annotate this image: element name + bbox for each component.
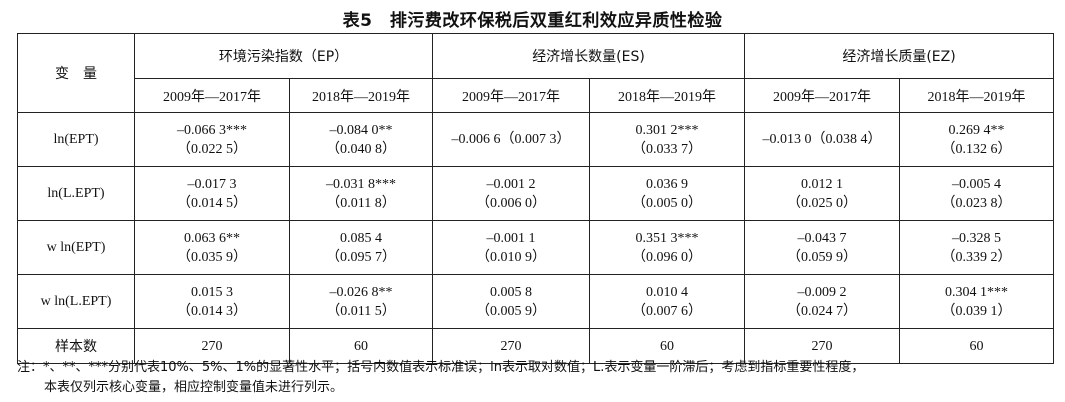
data-cell: 0.351 3*** （0.096 0） bbox=[589, 220, 746, 275]
period-header: 2009年—2017年 bbox=[432, 78, 591, 113]
table-note: 注：*、**、***分别代表10%、5%、1%的显著性水平；括号内数值表示标准误… bbox=[17, 358, 1057, 398]
coef-value: –0.006 6（0.007 3） bbox=[451, 132, 571, 147]
coef-value: –0.043 7 bbox=[797, 230, 847, 246]
std-error: （0.011 8） bbox=[326, 195, 396, 211]
group-header-es: 经济增长数量(ES) bbox=[432, 33, 746, 79]
std-error: （0.039 1） bbox=[941, 303, 1012, 319]
coef-value: 0.351 3*** bbox=[635, 230, 699, 246]
std-error: （0.011 5） bbox=[326, 303, 396, 319]
coef-value: –0.328 5 bbox=[952, 230, 1002, 246]
coef-value: –0.009 2 bbox=[797, 284, 847, 300]
std-error: （0.007 6） bbox=[632, 303, 703, 319]
period-header: 2009年—2017年 bbox=[744, 78, 901, 113]
coef-value: –0.001 2 bbox=[486, 176, 536, 192]
period-header: 2018年—2019年 bbox=[589, 78, 746, 113]
data-cell: –0.066 3*** （0.022 5） bbox=[134, 112, 290, 167]
row-label: w ln(EPT) bbox=[17, 220, 135, 275]
std-error: （0.014 5） bbox=[177, 195, 247, 211]
data-cell: –0.017 3 （0.014 5） bbox=[134, 166, 290, 221]
data-cell: 0.269 4** （0.132 6） bbox=[899, 112, 1055, 167]
data-cell: 0.015 3 （0.014 3） bbox=[134, 274, 290, 329]
coef-value: –0.001 1 bbox=[486, 230, 536, 246]
sample-size-cell: 60 bbox=[899, 328, 1055, 364]
data-cell: 0.012 1 （0.025 0） bbox=[744, 166, 901, 221]
std-error: （0.006 0） bbox=[476, 195, 547, 211]
table-row: ln(L.EPT) –0.017 3 （0.014 5） –0.031 8*** （… bbox=[17, 166, 1055, 221]
std-error: （0.095 7） bbox=[326, 249, 396, 265]
coef-value: –0.005 4 bbox=[952, 176, 1002, 192]
std-error: （0.005 9） bbox=[476, 303, 547, 319]
coef-value: –0.031 8*** bbox=[326, 176, 396, 192]
coef-value: 0.010 4 bbox=[646, 284, 689, 300]
period-header: 2018年—2019年 bbox=[899, 78, 1055, 113]
coef-value: –0.017 3 bbox=[187, 176, 237, 192]
coef-value: 0.085 4 bbox=[340, 230, 382, 246]
table-row: w ln(L.EPT) 0.015 3 （0.014 3） –0.026 8** （… bbox=[17, 274, 1055, 329]
data-cell: 0.010 4 （0.007 6） bbox=[589, 274, 746, 329]
coef-value: –0.026 8** bbox=[329, 284, 393, 300]
group-header-ez: 经济增长质量(EZ) bbox=[744, 33, 1055, 79]
coef-value: –0.084 0** bbox=[329, 122, 393, 138]
data-cell: 0.304 1*** （0.039 1） bbox=[899, 274, 1055, 329]
std-error: （0.132 6） bbox=[941, 141, 1012, 157]
table-title: 表5 排污费改环保税后双重红利效应异质性检验 bbox=[342, 11, 723, 31]
table-row: ln(EPT) –0.066 3*** （0.022 5） –0.084 0** （… bbox=[17, 112, 1055, 167]
period-header: 2009年—2017年 bbox=[134, 78, 290, 113]
std-error: （0.033 7） bbox=[632, 141, 703, 157]
std-error: （0.339 2） bbox=[941, 249, 1012, 265]
data-cell: 0.085 4 （0.095 7） bbox=[288, 220, 434, 275]
data-cell: –0.005 4 （0.023 8） bbox=[899, 166, 1055, 221]
note-line-2: 本表仅列示核心变量，相应控制变量值未进行列示。 bbox=[44, 380, 344, 395]
coef-value: 0.063 6** bbox=[184, 230, 240, 246]
row-label: 样本数 bbox=[17, 328, 135, 364]
regression-table: 变 量 环境污染指数（EP） 经济增长数量(ES) 经济增长质量(EZ) 200… bbox=[17, 33, 1055, 364]
period-header: 2018年—2019年 bbox=[288, 78, 434, 113]
coef-value: 0.012 1 bbox=[801, 176, 844, 192]
std-error: （0.035 9） bbox=[177, 249, 247, 265]
sample-size-cell: 60 bbox=[288, 328, 434, 364]
data-cell: –0.328 5 （0.339 2） bbox=[899, 220, 1055, 275]
std-error: （0.059 9） bbox=[787, 249, 858, 265]
coef-value: 0.015 3 bbox=[191, 284, 233, 300]
std-error: （0.040 8） bbox=[326, 141, 396, 157]
coef-value: –0.066 3*** bbox=[177, 122, 247, 138]
data-cell: 0.301 2*** （0.033 7） bbox=[589, 112, 746, 167]
row-label: w ln(L.EPT) bbox=[17, 274, 135, 329]
coef-value: –0.013 0（0.038 4） bbox=[762, 132, 882, 147]
std-error: （0.025 0） bbox=[787, 195, 858, 211]
data-cell: –0.026 8** （0.011 5） bbox=[288, 274, 434, 329]
std-error: （0.022 5） bbox=[177, 141, 247, 157]
table-row: w ln(EPT) 0.063 6** （0.035 9） 0.085 4 （0.0… bbox=[17, 220, 1055, 275]
note-line-1: 注：*、**、***分别代表10%、5%、1%的显著性水平；括号内数值表示标准误… bbox=[17, 360, 865, 375]
std-error: （0.014 3） bbox=[177, 303, 247, 319]
row-label: ln(L.EPT) bbox=[17, 166, 135, 221]
variable-header: 变 量 bbox=[17, 33, 135, 113]
data-cell: –0.013 0（0.038 4） bbox=[744, 112, 901, 167]
data-cell: 0.005 8 （0.005 9） bbox=[432, 274, 591, 329]
data-cell: 0.036 9 （0.005 0） bbox=[589, 166, 746, 221]
data-cell: –0.001 2 （0.006 0） bbox=[432, 166, 591, 221]
data-cell: –0.009 2 （0.024 7） bbox=[744, 274, 901, 329]
sample-size-cell: 270 bbox=[134, 328, 290, 364]
std-error: （0.010 9） bbox=[476, 249, 547, 265]
coef-value: 0.269 4** bbox=[948, 122, 1005, 138]
std-error: （0.024 7） bbox=[787, 303, 858, 319]
data-cell: –0.001 1 （0.010 9） bbox=[432, 220, 591, 275]
row-label: ln(EPT) bbox=[17, 112, 135, 167]
sample-size-row: 样本数 270 60 270 60 270 60 bbox=[17, 328, 1055, 364]
std-error: （0.023 8） bbox=[941, 195, 1012, 211]
std-error: （0.005 0） bbox=[632, 195, 703, 211]
data-cell: –0.043 7 （0.059 9） bbox=[744, 220, 901, 275]
coef-value: 0.005 8 bbox=[490, 284, 533, 300]
data-cell: –0.084 0** （0.040 8） bbox=[288, 112, 434, 167]
sample-size-cell: 270 bbox=[432, 328, 591, 364]
coef-value: 0.301 2*** bbox=[635, 122, 699, 138]
coef-value: 0.036 9 bbox=[646, 176, 689, 192]
data-cell: 0.063 6** （0.035 9） bbox=[134, 220, 290, 275]
std-error: （0.096 0） bbox=[632, 249, 703, 265]
data-cell: –0.006 6（0.007 3） bbox=[432, 112, 591, 167]
group-header-ep: 环境污染指数（EP） bbox=[133, 33, 434, 79]
data-cell: –0.031 8*** （0.011 8） bbox=[288, 166, 434, 221]
coef-value: 0.304 1*** bbox=[945, 284, 1009, 300]
